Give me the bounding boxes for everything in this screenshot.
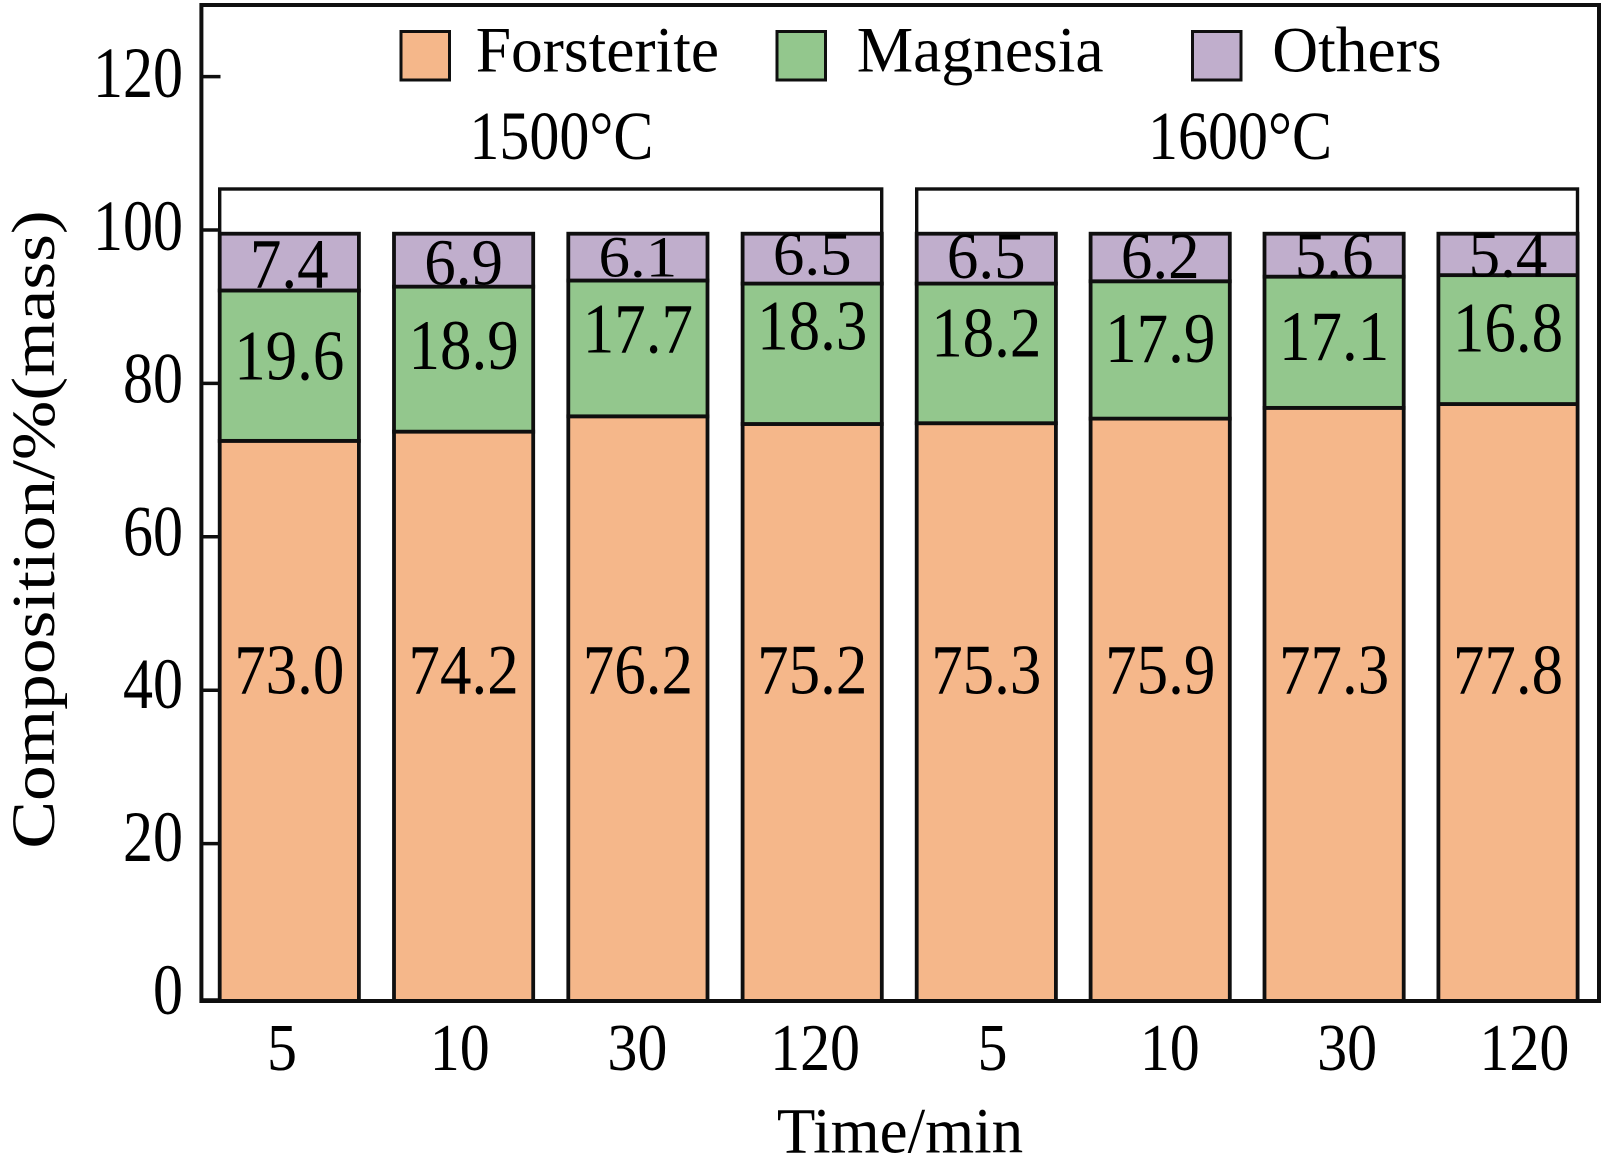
svg-text:Composition/%(mass): Composition/%(mass) [1, 210, 68, 848]
svg-text:5.4: 5.4 [1469, 218, 1548, 290]
svg-text:73.0: 73.0 [234, 630, 344, 709]
svg-text:30: 30 [1317, 1010, 1377, 1085]
svg-text:100: 100 [93, 187, 183, 266]
svg-text:75.3: 75.3 [931, 630, 1041, 709]
svg-text:30: 30 [607, 1010, 667, 1085]
svg-text:75.2: 75.2 [757, 630, 867, 709]
svg-text:120: 120 [770, 1010, 860, 1085]
svg-text:20: 20 [123, 798, 183, 877]
svg-text:Others: Others [1272, 14, 1441, 86]
svg-text:0: 0 [153, 951, 183, 1030]
svg-text:18.3: 18.3 [757, 286, 867, 365]
svg-text:19.6: 19.6 [234, 316, 344, 395]
svg-text:18.9: 18.9 [408, 306, 518, 385]
svg-text:1500°C: 1500°C [469, 97, 653, 174]
svg-text:5.6: 5.6 [1295, 219, 1374, 291]
svg-text:75.9: 75.9 [1105, 630, 1215, 709]
svg-text:7.4: 7.4 [250, 224, 329, 303]
svg-text:6.2: 6.2 [1121, 220, 1200, 292]
svg-text:Time/min: Time/min [777, 1095, 1023, 1167]
svg-text:80: 80 [123, 340, 183, 419]
svg-text:1600°C: 1600°C [1148, 97, 1332, 174]
svg-text:120: 120 [1479, 1010, 1569, 1085]
svg-text:6.1: 6.1 [599, 226, 678, 291]
svg-text:16.8: 16.8 [1453, 288, 1563, 367]
svg-text:10: 10 [1140, 1010, 1200, 1085]
svg-text:6.5: 6.5 [773, 221, 852, 288]
svg-text:120: 120 [93, 34, 183, 113]
svg-text:77.3: 77.3 [1279, 630, 1389, 709]
svg-text:17.1: 17.1 [1279, 297, 1389, 376]
svg-text:Magnesia: Magnesia [857, 14, 1104, 86]
svg-text:5: 5 [978, 1010, 1008, 1085]
svg-text:74.2: 74.2 [408, 630, 518, 709]
svg-text:77.8: 77.8 [1453, 630, 1563, 709]
svg-text:10: 10 [430, 1010, 490, 1085]
svg-text:6.5: 6.5 [947, 220, 1026, 292]
svg-text:76.2: 76.2 [583, 630, 693, 709]
svg-text:17.7: 17.7 [583, 289, 693, 368]
svg-text:17.9: 17.9 [1105, 298, 1215, 377]
svg-text:5: 5 [267, 1010, 297, 1085]
svg-text:60: 60 [123, 492, 183, 571]
svg-text:6.9: 6.9 [424, 226, 503, 298]
svg-text:40: 40 [123, 645, 183, 724]
svg-text:18.2: 18.2 [931, 293, 1041, 372]
svg-text:Forsterite: Forsterite [476, 14, 719, 86]
